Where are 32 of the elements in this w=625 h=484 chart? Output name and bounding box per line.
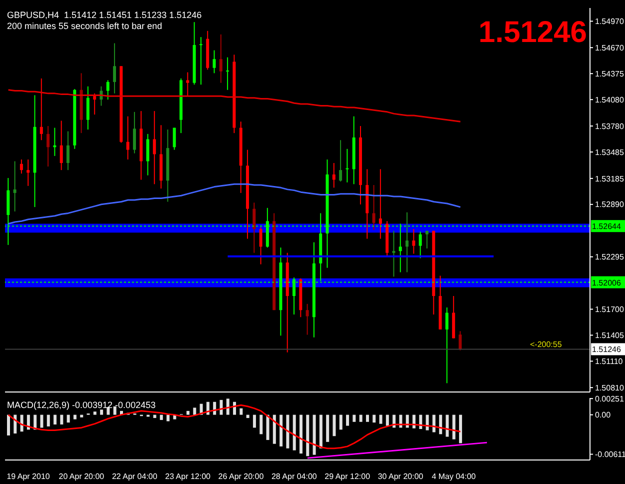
x-tick-label: 28 Apr 04:00 — [271, 472, 318, 481]
y-tick-label: 1.54670 — [595, 43, 624, 52]
y-tick-label: 1.52890 — [595, 200, 624, 210]
y-tick-label: 1.50810 — [595, 383, 624, 392]
ref-line-label: 1.52006 — [592, 278, 622, 288]
y-tick-label: 1.54080 — [595, 95, 624, 104]
y-tick-label: 1.51110 — [595, 357, 624, 366]
x-tick-label: 4 May 04:00 — [432, 472, 476, 481]
chart-title: MACD(12,26,9) -0.003912 -0.002453 — [7, 400, 156, 410]
x-tick-label: 22 Apr 04:00 — [112, 472, 158, 481]
x-tick-label: 20 Apr 20:00 — [58, 472, 105, 481]
y-tick-label: 1.53185 — [595, 174, 624, 184]
x-tick-label: 19 Apr 2010 — [6, 472, 50, 481]
ref-line-label: 1.51246 — [592, 345, 622, 354]
ref-line-label: 1.52644 — [592, 222, 622, 232]
y-tick-label: 1.54375 — [595, 69, 624, 78]
text: 200 minutes 55 seconds left to bar end — [7, 21, 162, 31]
annotation: <-200:55 — [530, 340, 562, 350]
chart-title: GBPUSD,H4 1.51412 1.51451 1.51233 1.51246 — [7, 10, 202, 20]
annotation: 1.51246 — [478, 16, 587, 50]
y-tick-label: 1.53485 — [595, 148, 624, 157]
y-tick-label: 0.00251 — [595, 394, 624, 404]
y-tick-label: 1.51700 — [595, 305, 624, 314]
x-tick-label: 29 Apr 12:00 — [324, 472, 371, 481]
y-tick-label: 0.00 — [595, 410, 612, 420]
y-tick-label: 1.52295 — [595, 252, 624, 262]
y-tick-label: 1.54970 — [595, 17, 624, 26]
x-tick-label: 30 Apr 20:00 — [378, 472, 424, 481]
x-tick-label: 23 Apr 12:00 — [165, 472, 212, 481]
y-tick-label: 1.51405 — [595, 331, 624, 340]
y-tick-label: 1.53780 — [595, 122, 624, 131]
x-tick-label: 26 Apr 20:00 — [218, 472, 264, 481]
